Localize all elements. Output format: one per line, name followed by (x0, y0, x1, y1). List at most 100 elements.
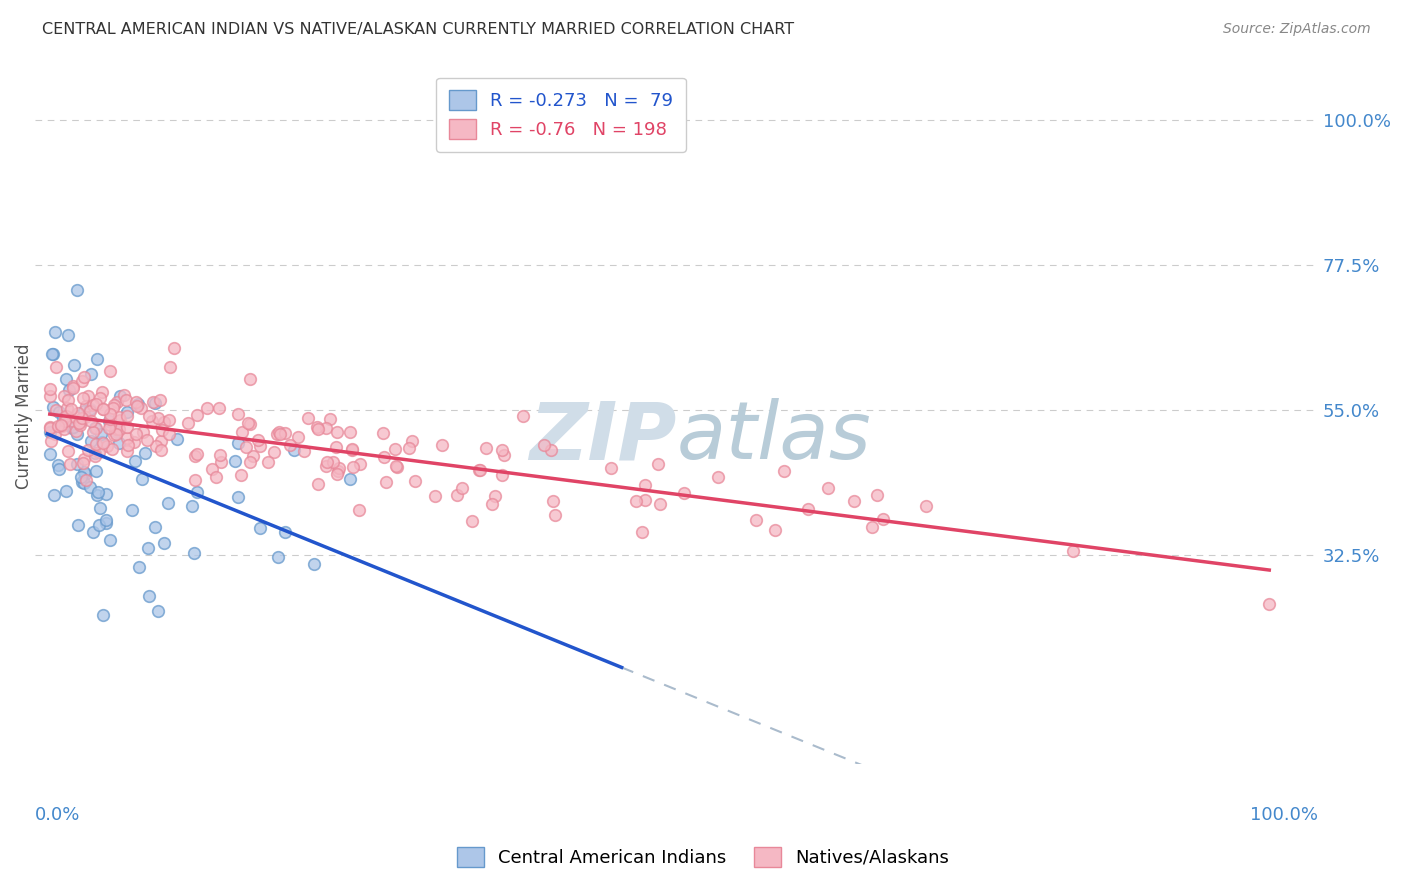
Point (101, 442, 124, 456)
Point (128, 560, 150, 574)
Point (60, 421, 83, 435)
Point (79, 403, 101, 417)
Point (631, 525, 654, 540)
Point (134, 446, 156, 460)
Point (60, 402, 83, 417)
Point (52, 422, 75, 436)
Point (156, 496, 179, 510)
Point (236, 417, 259, 431)
Point (38, 389, 60, 403)
Point (326, 464, 349, 478)
Point (117, 438, 139, 452)
Point (77, 443, 100, 458)
Point (150, 423, 173, 437)
Point (226, 491, 249, 505)
Point (70, 475, 93, 489)
Point (183, 546, 205, 560)
Point (87, 445, 110, 459)
Point (239, 372, 262, 386)
Point (115, 409, 138, 423)
Point (105, 426, 128, 441)
Point (107, 422, 129, 436)
Point (491, 443, 513, 458)
Point (82, 425, 104, 440)
Point (915, 500, 938, 514)
Legend: Central American Indians, Natives/Alaskans: Central American Indians, Natives/Alaska… (450, 839, 956, 874)
Point (66, 284, 89, 298)
Point (235, 440, 257, 454)
Point (108, 412, 131, 426)
Text: atlas: atlas (676, 398, 872, 476)
Point (322, 455, 344, 469)
Point (283, 442, 305, 457)
Point (339, 425, 361, 439)
Point (63, 358, 86, 372)
Point (84, 436, 107, 450)
Point (89, 391, 111, 405)
Point (763, 524, 786, 538)
Point (91, 385, 114, 400)
Point (143, 396, 166, 410)
Point (91, 434, 114, 449)
Point (84, 397, 107, 411)
Point (110, 388, 132, 402)
Point (53, 411, 76, 425)
Point (184, 449, 207, 463)
Point (315, 458, 337, 473)
Point (340, 442, 363, 457)
Point (112, 387, 135, 401)
Point (75, 473, 97, 487)
Text: ZIP: ZIP (529, 398, 676, 476)
Text: 0.0%: 0.0% (35, 806, 80, 824)
Point (115, 392, 138, 407)
Point (186, 408, 208, 422)
Point (143, 520, 166, 534)
Point (231, 425, 253, 440)
Point (46, 418, 69, 433)
Point (55, 372, 77, 386)
Point (44, 326, 66, 340)
Point (150, 434, 173, 448)
Point (91, 608, 114, 623)
Point (842, 493, 865, 508)
Point (59, 457, 82, 471)
Point (69, 470, 91, 484)
Point (319, 412, 342, 426)
Point (274, 425, 297, 440)
Point (90, 426, 112, 441)
Point (817, 481, 839, 495)
Point (340, 443, 363, 458)
Point (124, 454, 146, 468)
Point (328, 461, 350, 475)
Point (107, 436, 129, 450)
Point (62, 379, 84, 393)
Point (97, 414, 120, 428)
Point (63, 410, 86, 425)
Point (76, 389, 98, 403)
Point (180, 500, 202, 514)
Point (108, 409, 131, 424)
Point (745, 512, 768, 526)
Point (474, 441, 496, 455)
Point (292, 443, 315, 458)
Point (38, 420, 60, 434)
Point (62, 381, 84, 395)
Point (84, 464, 107, 478)
Point (239, 417, 262, 431)
Point (247, 433, 270, 447)
Point (224, 454, 246, 468)
Point (70, 414, 93, 428)
Point (83, 449, 105, 463)
Point (45, 360, 67, 375)
Point (84, 421, 107, 435)
Point (84, 421, 107, 435)
Point (141, 395, 163, 409)
Point (75, 400, 97, 414)
Point (302, 558, 325, 572)
Point (52, 411, 75, 425)
Point (91, 401, 114, 416)
Point (115, 419, 138, 434)
Point (103, 401, 125, 415)
Point (450, 481, 472, 495)
Point (38, 447, 60, 461)
